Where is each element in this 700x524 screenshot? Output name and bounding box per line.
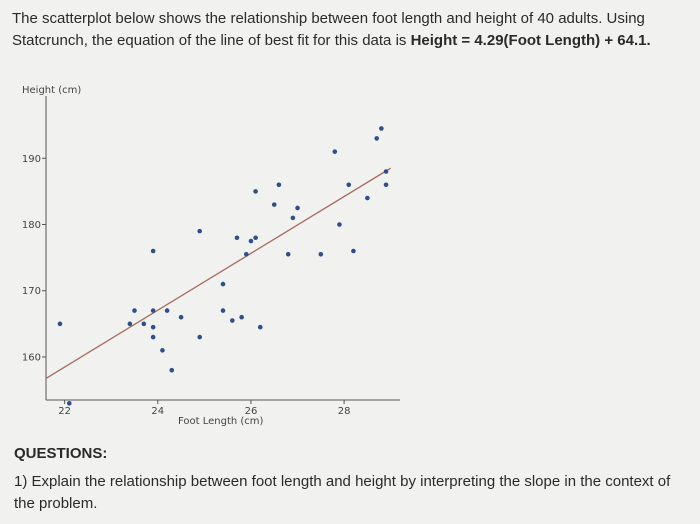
data-point [374, 136, 380, 141]
chart-axes [45, 96, 400, 401]
data-point [248, 238, 254, 244]
data-point [57, 321, 63, 327]
axis-labels: Height (cm) Foot Length (cm) [22, 85, 264, 427]
trendline-layer [45, 167, 392, 379]
data-point [253, 189, 258, 194]
data-point [257, 324, 263, 330]
x-tick-label: 22 [58, 406, 71, 417]
y-tick-label: 170 [22, 286, 41, 297]
points-layer [57, 126, 389, 406]
data-point [346, 182, 352, 188]
data-point [127, 321, 133, 327]
axis-ticks: 160 170 180 190 22 24 26 28 [22, 154, 351, 417]
y-axis-label: Height (cm) [22, 85, 81, 96]
questions-heading: QUESTIONS: [14, 445, 108, 462]
data-point [141, 321, 147, 327]
data-point [234, 235, 240, 241]
data-point [230, 318, 235, 323]
question-item: 1) Explain the relationship between foot… [14, 473, 671, 512]
data-point [253, 235, 258, 241]
data-point [150, 334, 156, 340]
data-point [150, 248, 156, 254]
data-point [276, 182, 282, 188]
data-point [197, 228, 203, 234]
data-point [220, 308, 226, 313]
data-point [178, 314, 184, 320]
x-tick-label: 26 [245, 406, 258, 417]
data-point [239, 314, 244, 320]
problem-statement: The scatterplot below shows the relation… [12, 8, 692, 52]
data-point [243, 252, 249, 257]
y-tick-label: 190 [22, 154, 41, 165]
data-point [295, 205, 300, 211]
x-axis-label: Foot Length (cm) [178, 416, 264, 427]
data-point [318, 252, 324, 257]
data-point [383, 182, 389, 188]
data-point [132, 308, 137, 313]
data-point [365, 195, 370, 201]
scatterplot: 160 170 180 190 22 24 26 28 Height (cm) Foot Le… [22, 85, 400, 427]
data-point [164, 308, 170, 313]
data-point [150, 324, 156, 330]
data-point [271, 202, 277, 207]
data-point [351, 248, 356, 254]
data-point [285, 252, 291, 257]
intro-text: The scatterplot below shows the relation… [12, 10, 645, 49]
data-point [66, 401, 72, 406]
data-point [379, 126, 384, 131]
data-point [197, 334, 203, 340]
x-tick-label: 24 [151, 406, 164, 417]
best-fit-line [45, 167, 392, 379]
x-tick-label: 28 [338, 406, 351, 417]
questions-section: QUESTIONS: 1) Explain the relationship b… [14, 443, 694, 515]
data-point [150, 308, 156, 313]
data-point [337, 222, 342, 227]
data-point [383, 169, 389, 174]
y-tick-label: 180 [22, 220, 41, 231]
data-point [290, 215, 296, 221]
best-fit-equation: Height = 4.29(Foot Length) + 64.1. [410, 32, 651, 49]
data-point [160, 348, 165, 353]
data-point [169, 367, 175, 373]
data-point [332, 149, 338, 154]
y-tick-label: 160 [22, 352, 41, 363]
data-point [220, 281, 226, 287]
